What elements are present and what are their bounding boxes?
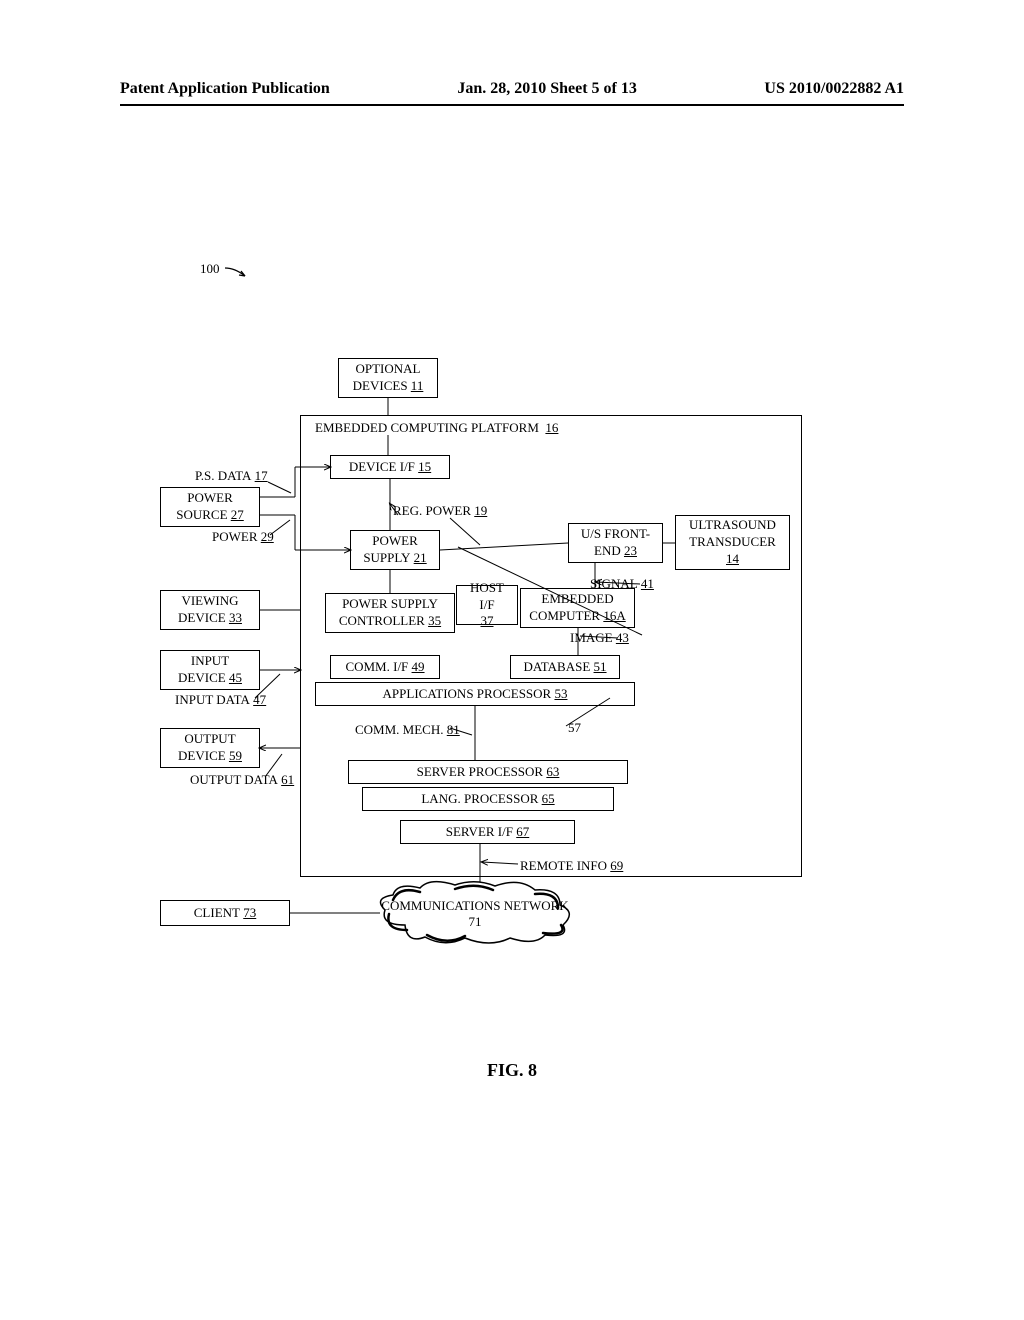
box-server-processor: SERVER PROCESSOR 63	[348, 760, 628, 784]
box-lang-processor: LANG. PROCESSOR 65	[362, 787, 614, 811]
box-server-if: SERVER I/F 67	[400, 820, 575, 844]
box-input-device: INPUT DEVICE 45	[160, 650, 260, 690]
header-rule	[120, 104, 904, 106]
label-image: IMAGE 43	[570, 630, 629, 646]
box-us-transducer: ULTRASOUND TRANSDUCER14	[675, 515, 790, 570]
box-embedded-computer: EMBEDDED COMPUTER 16A	[520, 588, 635, 628]
box-database: DATABASE 51	[510, 655, 620, 679]
cloud-comm-network: COMMUNICATIONS NETWORK71	[375, 880, 575, 945]
label-57: 57	[568, 720, 581, 736]
platform-title: EMBEDDED COMPUTING PLATFORM 16	[315, 420, 558, 436]
box-device-if: DEVICE I/F 15	[330, 455, 450, 479]
box-power-supply: POWER SUPPLY 21	[350, 530, 440, 570]
header-center: Jan. 28, 2010 Sheet 5 of 13	[457, 80, 637, 98]
label-output-data: OUTPUT DATA 61	[190, 772, 294, 788]
label-signal: SIGNAL 41	[590, 576, 654, 592]
box-power-source: POWER SOURCE 27	[160, 487, 260, 527]
box-client: CLIENT 73	[160, 900, 290, 926]
box-optional-devices: OPTIONAL DEVICES 11	[338, 358, 438, 398]
box-us-frontend: U/S FRONT-END 23	[568, 523, 663, 563]
header-left: Patent Application Publication	[120, 80, 330, 98]
box-output-device: OUTPUT DEVICE 59	[160, 728, 260, 768]
page-header: Patent Application Publication Jan. 28, …	[120, 80, 904, 98]
label-remote-info: REMOTE INFO 69	[520, 858, 623, 874]
figure-diagram: 100 EMBEDDED COMPUTING PLATFORM 16 OPTIO…	[140, 260, 880, 1000]
label-reg-power: REG. POWER 19	[393, 503, 487, 519]
figure-caption: FIG. 8	[0, 1060, 1024, 1081]
box-ps-controller: POWER SUPPLY CONTROLLER 35	[325, 593, 455, 633]
label-input-data: INPUT DATA 47	[175, 692, 266, 708]
ref-100: 100	[200, 260, 253, 280]
box-comm-if: COMM. I/F 49	[330, 655, 440, 679]
label-comm-mech: COMM. MECH. 81	[355, 722, 460, 738]
box-app-processor: APPLICATIONS PROCESSOR 53	[315, 682, 635, 706]
label-ps-data: P.S. DATA 17	[195, 468, 268, 484]
label-power: POWER 29	[212, 529, 274, 545]
box-viewing-device: VIEWING DEVICE 33	[160, 590, 260, 630]
box-host-if: HOST I/F37	[456, 585, 518, 625]
header-right: US 2010/0022882 A1	[764, 80, 904, 98]
